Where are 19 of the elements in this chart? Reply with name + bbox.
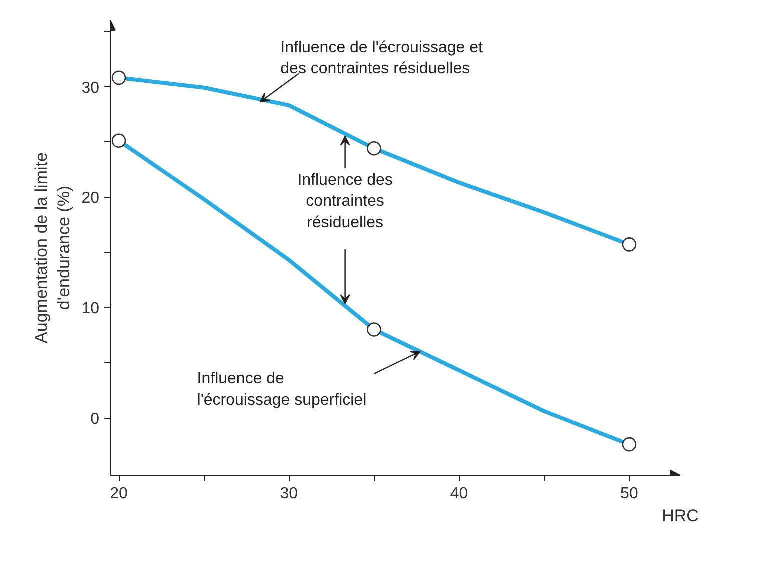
point (112, 134, 126, 148)
annotation: Influence de l'écrouissage superficiel (197, 370, 367, 409)
annotation: Influence des contraintes résiduelles (298, 172, 393, 232)
point (622, 437, 637, 452)
x-tick-label: 30 (280, 486, 298, 502)
point (367, 322, 382, 337)
x-tick-label: 40 (450, 486, 468, 502)
annotation: Influence de l'écrouissage et des contraintes résiduelles (280, 39, 484, 78)
point (112, 70, 126, 86)
x-axis-title: HRC (662, 506, 699, 526)
y-tick-label: 20 (82, 190, 100, 208)
x-tick-label: 50 (620, 486, 638, 502)
y-tick-label: 10 (82, 300, 100, 318)
point (367, 141, 382, 156)
y-axis-title: Augmentation de la limite d'endurance (%) (32, 152, 74, 344)
y-tick-label: 30 (82, 80, 100, 97)
point (622, 238, 637, 252)
y-tick-label: 0 (90, 411, 100, 428)
x-tick-label: 20 (110, 486, 128, 502)
